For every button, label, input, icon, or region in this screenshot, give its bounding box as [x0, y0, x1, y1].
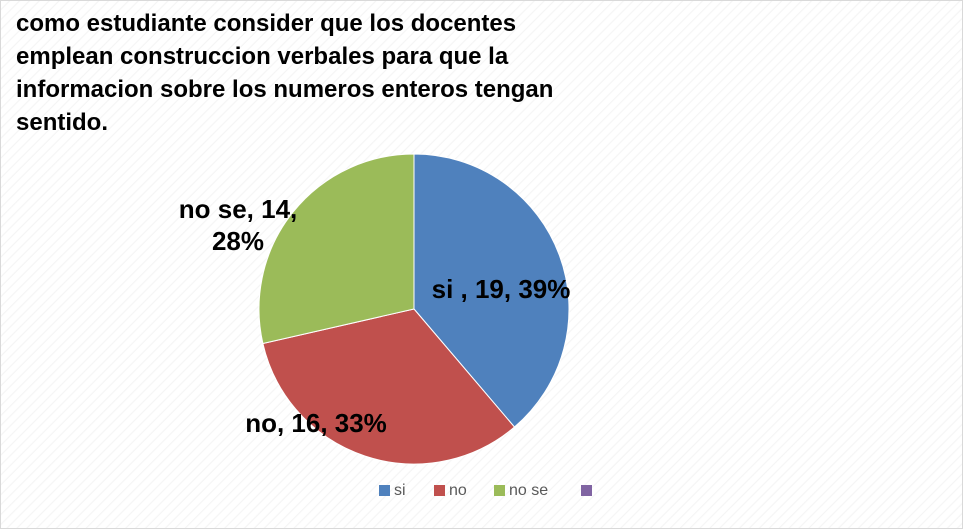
legend-label: no se: [509, 482, 548, 499]
data-label: no se, 14, 28%: [178, 194, 298, 256]
legend-swatch: [494, 485, 505, 496]
legend-swatch: [581, 485, 592, 496]
legend-label: no: [449, 482, 467, 499]
legend-swatch: [434, 485, 445, 496]
pie-slice: [413, 153, 570, 428]
data-label: si , 19, 39%: [431, 274, 571, 304]
pie-slice: [262, 308, 516, 465]
data-label: no, 16, 33%: [245, 408, 387, 438]
pie-slice: [258, 153, 415, 345]
legend-label: si: [394, 482, 406, 499]
chart-title: como estudiante consider que los docente…: [16, 10, 554, 136]
legend-swatch: [379, 485, 390, 496]
